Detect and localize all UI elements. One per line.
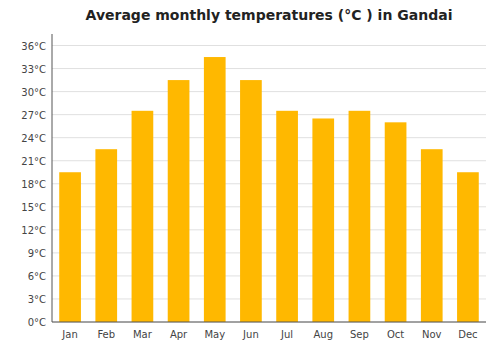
chart: Average monthly temperatures (°C ) in Ga… bbox=[0, 0, 500, 350]
x-tick-label: Mar bbox=[133, 329, 153, 340]
x-tick-label: May bbox=[204, 329, 225, 340]
grid-line bbox=[52, 91, 486, 92]
bar bbox=[240, 80, 262, 322]
y-axis-line bbox=[52, 34, 53, 322]
grid-line bbox=[52, 114, 486, 115]
y-tick-label: 15°C bbox=[21, 202, 46, 213]
bar bbox=[132, 111, 154, 322]
bar bbox=[168, 80, 190, 322]
grid bbox=[52, 46, 486, 322]
y-tick-label: 9°C bbox=[28, 248, 46, 259]
bar bbox=[276, 111, 298, 322]
y-tick-label: 12°C bbox=[21, 225, 46, 236]
bar bbox=[385, 122, 407, 322]
grid-line bbox=[52, 45, 486, 46]
bar bbox=[59, 172, 81, 322]
bar bbox=[349, 111, 371, 322]
bar bbox=[312, 118, 334, 322]
y-tick-label: 30°C bbox=[21, 87, 46, 98]
title: Average monthly temperatures (°C ) in Ga… bbox=[86, 7, 453, 23]
y-tick-label: 3°C bbox=[28, 294, 46, 305]
y-tick-label: 36°C bbox=[21, 41, 46, 52]
y-tick-label: 0°C bbox=[28, 317, 46, 328]
x-tick-label: Feb bbox=[97, 329, 115, 340]
y-tick-label: 18°C bbox=[21, 179, 46, 190]
x-tick-label: Dec bbox=[458, 329, 477, 340]
grid-line bbox=[52, 68, 486, 69]
x-tick-label: Oct bbox=[387, 329, 404, 340]
x-tick-label: Nov bbox=[422, 329, 442, 340]
y-tick-label: 27°C bbox=[21, 110, 46, 121]
bar bbox=[457, 172, 479, 322]
x-tick-label: Jan bbox=[61, 329, 77, 340]
x-tick-label: Aug bbox=[313, 329, 333, 340]
bar bbox=[95, 149, 117, 322]
x-tick-label: Jun bbox=[242, 329, 259, 340]
y-tick-label: 21°C bbox=[21, 156, 46, 167]
bar bbox=[204, 57, 226, 322]
grid-line bbox=[52, 137, 486, 138]
y-tick-label: 24°C bbox=[21, 133, 46, 144]
x-axis-line bbox=[52, 322, 486, 323]
y-tick-label: 6°C bbox=[28, 271, 46, 282]
x-tick-label: Jul bbox=[280, 329, 293, 340]
x-tick-label: Sep bbox=[350, 329, 369, 340]
bars bbox=[59, 57, 479, 322]
x-tick-label: Apr bbox=[170, 329, 188, 340]
bar bbox=[421, 149, 443, 322]
grid-line bbox=[52, 322, 486, 323]
y-tick-label: 33°C bbox=[21, 64, 46, 75]
